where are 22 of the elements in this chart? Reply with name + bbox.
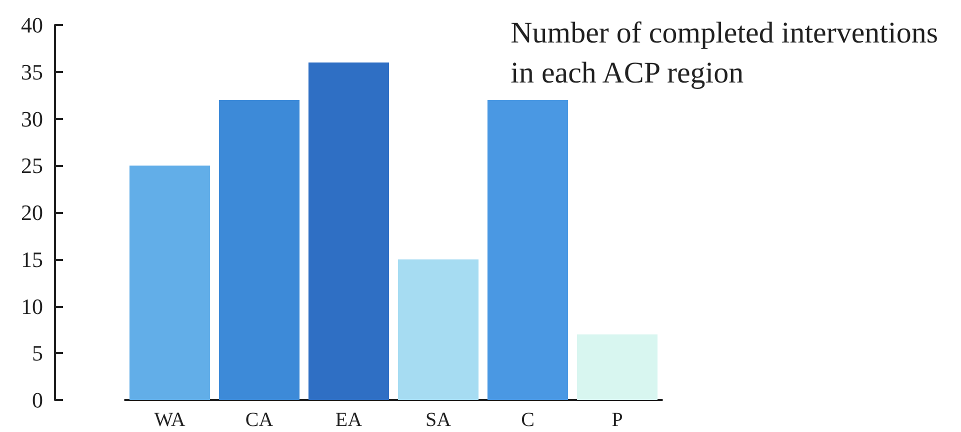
- y-tick-label: 20: [21, 200, 43, 225]
- y-tick-label: 40: [21, 12, 43, 38]
- y-tick-label: 30: [21, 106, 43, 132]
- x-tick-label: EA: [335, 409, 363, 431]
- y-tick-label: 25: [21, 153, 43, 178]
- x-tick-label: C: [521, 409, 534, 431]
- bar: [576, 334, 658, 400]
- x-tick-label: SA: [425, 409, 452, 431]
- bar: [218, 100, 300, 400]
- bar: [398, 259, 479, 400]
- y-tick-label: 10: [21, 294, 43, 319]
- bar: [487, 100, 568, 400]
- y-tick-label: 5: [32, 340, 43, 366]
- y-tick-label: 35: [21, 59, 43, 84]
- x-tick-label: WA: [154, 409, 186, 431]
- bar: [129, 166, 210, 400]
- x-tick-label: P: [612, 409, 623, 431]
- text: Number of completed interventions in each ACP region: [510, 16, 938, 90]
- bar: [308, 62, 390, 400]
- y-tick-label: 15: [21, 246, 43, 272]
- x-tick-label: CA: [245, 409, 274, 431]
- y-tick-label: 0: [32, 388, 43, 412]
